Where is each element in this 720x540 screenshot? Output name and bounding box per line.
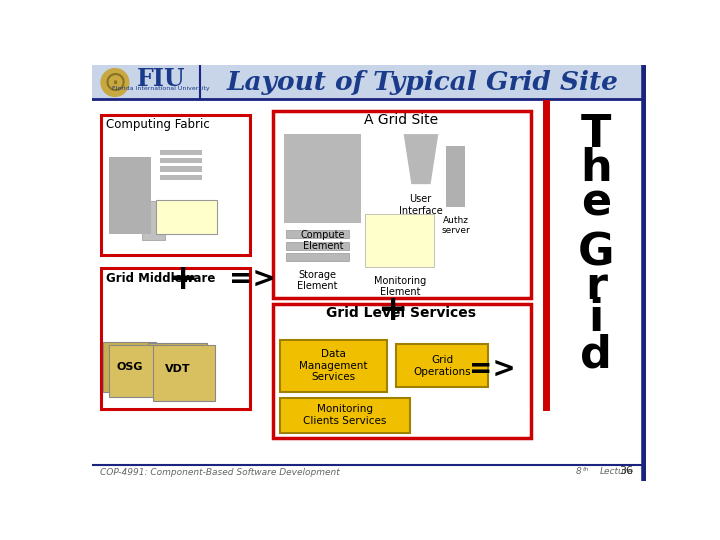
Text: i: i	[588, 298, 604, 340]
Text: Data
Management
Services: Data Management Services	[300, 349, 368, 382]
Bar	[273, 303, 531, 438]
Bar	[104, 342, 156, 392]
Text: User
Interface: User Interface	[399, 194, 443, 216]
Bar	[142, 201, 165, 240]
Text: +: +	[377, 293, 408, 327]
Text: Storage
Element: Storage Element	[297, 269, 338, 291]
Bar	[446, 146, 465, 207]
Bar	[281, 398, 410, 433]
Bar	[92, 65, 647, 99]
Bar	[160, 166, 202, 172]
Text: Florida International University: Florida International University	[112, 86, 210, 91]
Text: OSG: OSG	[117, 362, 143, 372]
Text: Computing Fabric: Computing Fabric	[106, 118, 210, 131]
Bar	[148, 343, 207, 395]
Bar	[281, 340, 387, 392]
Bar	[109, 157, 151, 234]
Text: Monitoring
Element: Monitoring Element	[374, 276, 426, 298]
Polygon shape	[404, 134, 438, 184]
Circle shape	[101, 69, 129, 96]
Bar	[109, 345, 164, 397]
Text: h: h	[580, 147, 612, 190]
Bar	[284, 134, 361, 222]
Text: =>: =>	[228, 265, 275, 293]
Text: Lecture: Lecture	[600, 467, 634, 476]
Text: Grid Level Services: Grid Level Services	[326, 306, 477, 320]
Text: VDT: VDT	[164, 364, 190, 374]
Bar	[153, 345, 215, 401]
Bar	[160, 175, 202, 180]
Text: Compute
Element: Compute Element	[300, 230, 345, 251]
Bar	[286, 242, 349, 249]
Text: =>: =>	[469, 355, 516, 383]
Bar	[101, 115, 250, 255]
Text: FIU: FIU	[137, 66, 185, 91]
Bar	[396, 345, 488, 387]
Text: 36: 36	[619, 467, 633, 476]
Text: d: d	[580, 334, 612, 376]
Text: th: th	[582, 467, 589, 472]
Bar	[160, 150, 202, 155]
Text: Grid
Operations: Grid Operations	[413, 355, 471, 377]
Text: Layout of Typical Grid Site: Layout of Typical Grid Site	[227, 70, 618, 95]
Text: +: +	[168, 262, 198, 296]
Bar	[156, 200, 217, 234]
Bar	[286, 253, 349, 261]
Text: A Grid Site: A Grid Site	[364, 113, 438, 127]
Bar	[273, 111, 531, 298]
Text: COP-4991: Component-Based Software Development: COP-4991: Component-Based Software Devel…	[99, 468, 339, 477]
Text: T: T	[581, 113, 611, 156]
Text: ⊙: ⊙	[103, 69, 127, 97]
Bar	[160, 158, 202, 164]
Text: e: e	[581, 182, 611, 225]
Bar	[101, 268, 250, 409]
Bar	[286, 231, 349, 238]
Bar	[365, 214, 434, 267]
Text: Grid Middleware: Grid Middleware	[106, 272, 215, 285]
Text: r: r	[585, 265, 607, 308]
Text: Authz
server: Authz server	[441, 215, 470, 235]
Text: 8: 8	[576, 467, 582, 476]
Text: G: G	[578, 232, 614, 275]
Text: Monitoring
Clients Services: Monitoring Clients Services	[303, 404, 387, 426]
